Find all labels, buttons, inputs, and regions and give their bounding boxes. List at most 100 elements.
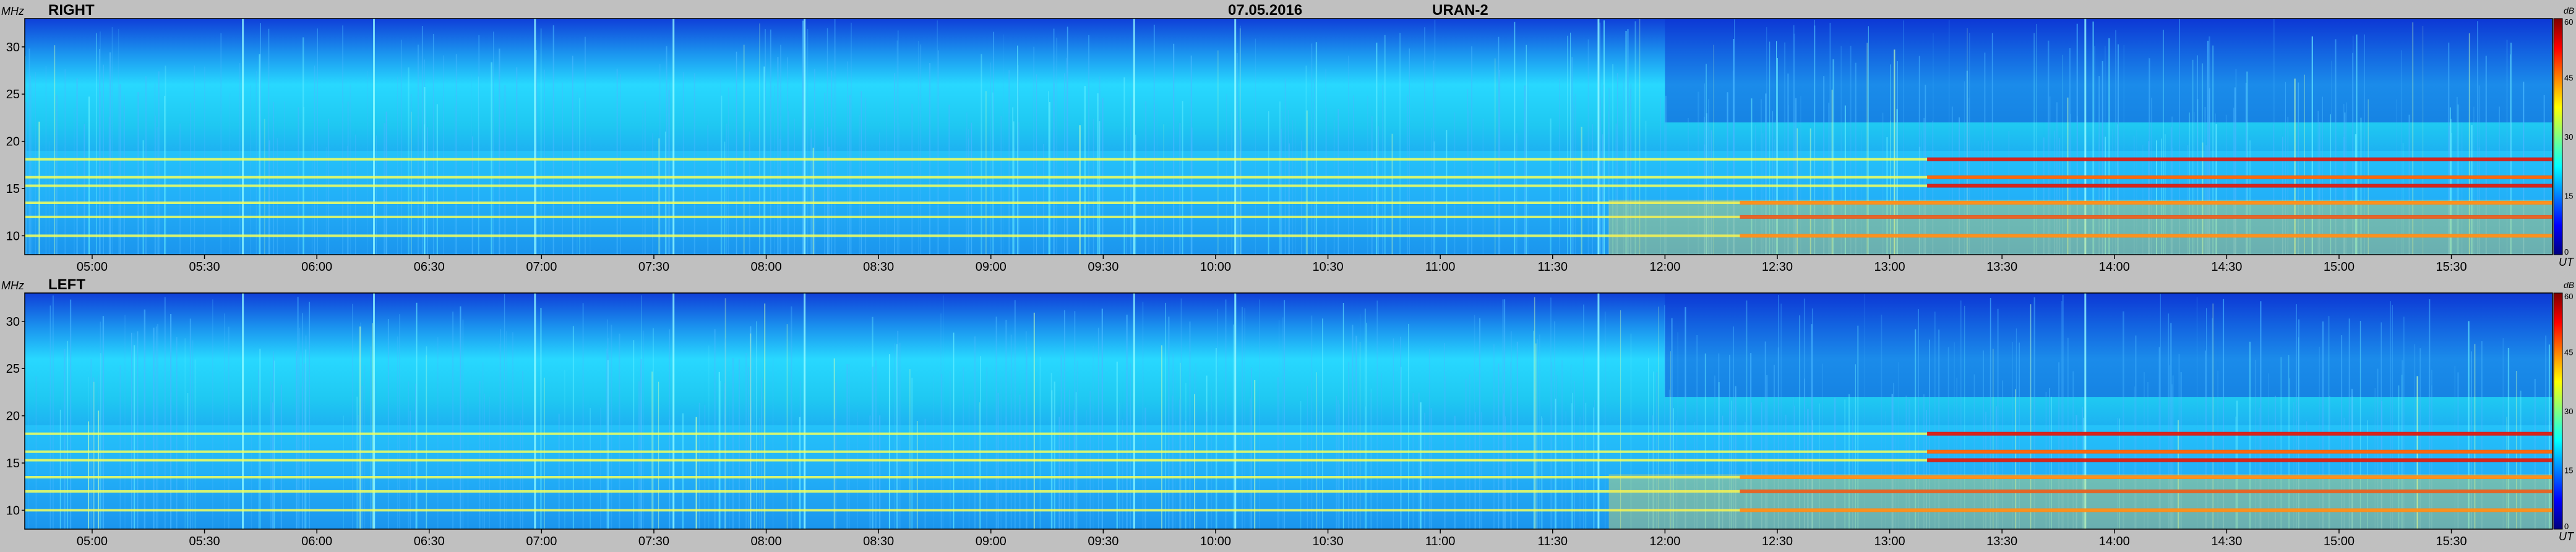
streak	[1064, 388, 1065, 529]
streak	[1698, 91, 1699, 255]
streak	[1627, 29, 1629, 255]
streak	[1784, 42, 1786, 255]
burst-mark	[1597, 293, 1600, 529]
streak	[2392, 305, 2393, 529]
streak	[1300, 401, 1302, 529]
streak	[1424, 27, 1425, 255]
streak	[1908, 399, 1910, 529]
streak	[721, 95, 723, 255]
streak	[1866, 43, 1868, 255]
streak	[1268, 111, 1269, 255]
streak	[1981, 142, 1982, 255]
streak	[1342, 303, 1344, 529]
streak	[2356, 34, 2358, 255]
streak	[1602, 84, 1604, 255]
y-tick-label: 25	[6, 88, 20, 101]
streak	[1947, 347, 1949, 529]
x-tick-label: 12:00	[1649, 535, 1680, 548]
streak	[724, 383, 725, 529]
colorbar-tick-label: 60	[2564, 17, 2573, 27]
streak	[2209, 88, 2210, 255]
streak	[2008, 131, 2010, 255]
streak	[1722, 415, 1724, 529]
streak	[1336, 396, 1337, 529]
streak	[1733, 39, 1735, 255]
streak	[1399, 33, 1401, 255]
streak	[1811, 308, 1813, 529]
streak	[1498, 363, 1500, 529]
streak	[1042, 143, 1044, 255]
y-tick-label: 15	[6, 457, 20, 470]
streak	[2194, 112, 2195, 255]
streak	[980, 356, 981, 529]
band-strong	[1927, 157, 2552, 161]
y-tick-label: 30	[6, 315, 20, 329]
streak	[1367, 95, 1368, 255]
band-line	[25, 509, 2552, 512]
streak	[359, 326, 361, 529]
streak	[2419, 348, 2421, 529]
streak	[1704, 83, 1706, 255]
streak	[1988, 418, 1990, 529]
streak	[2510, 54, 2511, 255]
streak	[385, 111, 387, 255]
streak	[590, 407, 591, 529]
streak	[1984, 53, 1986, 255]
streak	[1054, 83, 1055, 255]
streak	[1579, 417, 1581, 529]
streak	[1504, 299, 1506, 529]
x-tick-label: 12:00	[1649, 260, 1680, 274]
streak	[896, 40, 898, 255]
streak	[1376, 43, 1378, 255]
streak	[1535, 343, 1537, 529]
streak	[512, 332, 513, 529]
streak	[1969, 33, 1970, 255]
panel-right: RIGHT MHz UT 30 25 20 15 10 05:00 05:30 06:00 06:30…	[1, 2, 2575, 274]
streak	[1664, 305, 1665, 529]
streak	[272, 402, 273, 529]
y-axis-unit-label: MHz	[1, 5, 24, 17]
streak	[749, 131, 750, 255]
streak	[682, 72, 684, 255]
streak	[2206, 308, 2207, 529]
streak	[1514, 22, 1516, 255]
streak	[1076, 360, 1078, 529]
burst-mark	[242, 19, 244, 255]
streak	[1348, 362, 1350, 529]
streak	[2171, 384, 2173, 529]
plot-frame	[24, 292, 2553, 530]
streak	[1191, 127, 1193, 255]
streak	[1823, 76, 1825, 255]
streak	[2149, 58, 2150, 255]
streak	[1855, 364, 1856, 529]
streak	[302, 313, 303, 529]
streak	[1165, 302, 1166, 529]
streak	[1079, 125, 1081, 255]
streak	[875, 360, 877, 529]
streak	[1581, 127, 1582, 255]
streak	[756, 321, 757, 529]
streak	[299, 328, 300, 529]
burst-mark	[1234, 293, 1237, 529]
streak	[1516, 133, 1518, 255]
streak	[1073, 410, 1075, 529]
streak	[1084, 86, 1086, 255]
streak	[268, 28, 270, 255]
streak	[2030, 305, 2031, 529]
streak	[2411, 22, 2414, 255]
streak	[1811, 324, 1813, 529]
streak	[144, 309, 146, 529]
streak	[1454, 112, 1456, 255]
streak	[879, 415, 881, 529]
burst-mark	[373, 19, 375, 255]
streak	[2431, 370, 2432, 529]
streak	[2118, 44, 2119, 255]
streak	[1086, 409, 1088, 529]
streak	[1524, 85, 1526, 255]
streak	[1074, 311, 1076, 529]
streak	[1534, 297, 1535, 529]
streak	[2246, 71, 2248, 255]
streak	[1772, 111, 1774, 255]
streak	[1255, 38, 1256, 255]
streak	[2116, 417, 2118, 529]
